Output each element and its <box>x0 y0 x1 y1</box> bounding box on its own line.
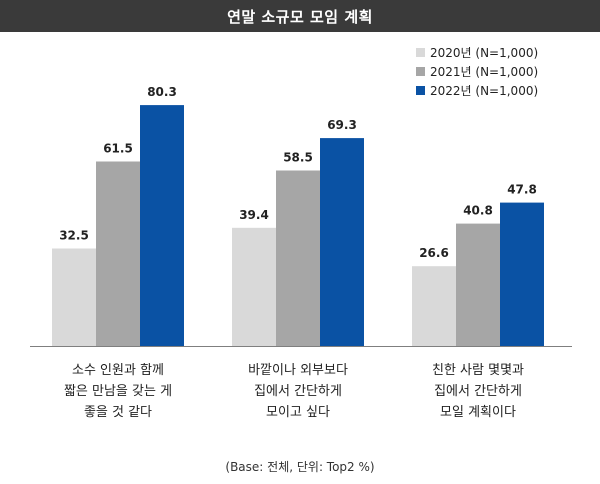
legend-label-2: 2021년 (N=1,000) <box>430 65 538 79</box>
chart-footnote: (Base: 전체, 단위: Top2 %) <box>225 460 375 474</box>
bar-2-1 <box>96 161 140 346</box>
data-label-1-2: 39.4 <box>239 208 269 222</box>
legend-swatch-1 <box>416 48 425 57</box>
data-label-3-2: 69.3 <box>327 118 357 132</box>
data-label-3-3: 47.8 <box>507 183 537 197</box>
category-label-1-2: 짧은 만남을 갖는 게 <box>64 384 172 399</box>
category-label-3-3: 모일 계획이다 <box>440 405 516 420</box>
category-label-2-3: 모이고 싶다 <box>266 405 330 420</box>
bar-3-3 <box>500 202 544 346</box>
data-label-2-2: 58.5 <box>283 151 313 165</box>
bar-1-1 <box>52 248 96 346</box>
data-label-3-1: 80.3 <box>147 85 177 99</box>
category-label-1-1: 소수 인원과 함께 <box>72 363 164 378</box>
legend-label-1: 2020년 (N=1,000) <box>430 46 538 60</box>
bar-2-3 <box>456 223 500 346</box>
bar-2-2 <box>276 170 320 346</box>
data-label-1-3: 26.6 <box>419 246 449 260</box>
category-label-3-2: 집에서 간단하게 <box>434 384 522 399</box>
category-label-2-2: 집에서 간단하게 <box>254 384 342 399</box>
bar-1-2 <box>232 227 276 346</box>
legend-swatch-3 <box>416 86 425 95</box>
bar-3-1 <box>140 105 184 346</box>
bar-3-2 <box>320 138 364 346</box>
legend-label-3: 2022년 (N=1,000) <box>430 84 538 98</box>
category-label-3-1: 친한 사람 몇몇과 <box>432 363 524 378</box>
chart-title: 연말 소규모 모임 계획 <box>0 0 600 32</box>
bar-1-3 <box>412 266 456 346</box>
category-label-2-1: 바깥이나 외부보다 <box>248 363 348 378</box>
data-label-1-1: 32.5 <box>59 229 89 243</box>
legend-swatch-2 <box>416 67 425 76</box>
data-label-2-3: 40.8 <box>463 204 493 218</box>
data-label-2-1: 61.5 <box>103 142 133 156</box>
category-label-1-3: 좋을 것 같다 <box>84 405 152 420</box>
